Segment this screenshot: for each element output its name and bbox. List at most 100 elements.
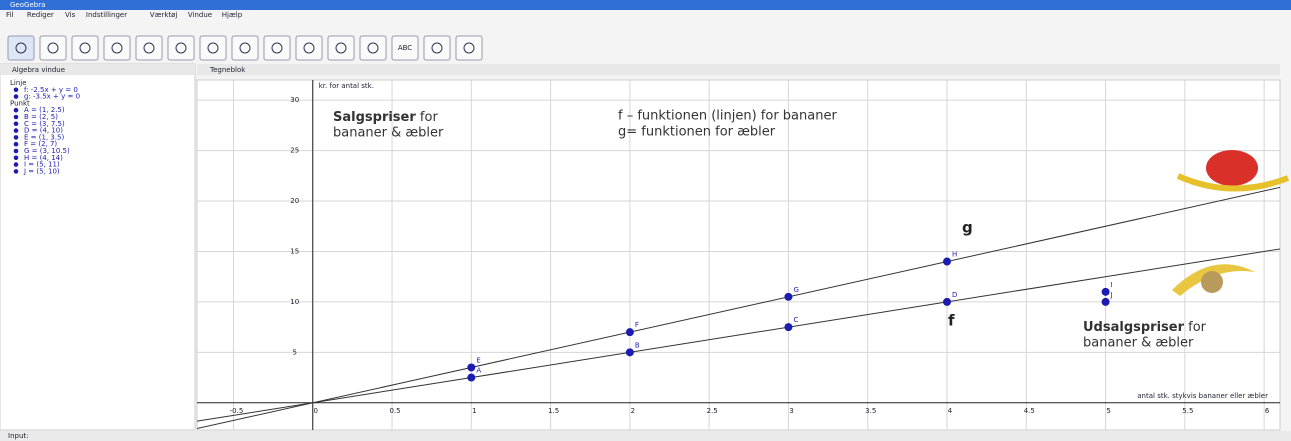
window-title: GeoGebra — [10, 1, 45, 9]
algebra-title: Algebra vindue — [12, 66, 65, 74]
annotation: bananer & æbler — [1083, 336, 1194, 351]
annotation: g= funktionen for æbler — [618, 125, 776, 140]
menu-item[interactable]: Vis — [65, 11, 76, 19]
tool-button[interactable] — [8, 36, 34, 60]
x-tick-label: 5.5 — [1182, 407, 1193, 415]
menu-item[interactable]: Fil — [6, 11, 13, 19]
object-dot[interactable] — [14, 149, 19, 154]
point[interactable] — [467, 363, 475, 371]
tool-button[interactable] — [72, 36, 98, 60]
tool-button[interactable] — [328, 36, 354, 60]
tool-button[interactable] — [40, 36, 66, 60]
tool-label: ABC — [398, 44, 412, 52]
annotation: bananer & æbler — [333, 126, 444, 141]
point[interactable] — [1102, 298, 1110, 306]
y-tick-label: 20 — [290, 197, 299, 205]
point-label: A — [476, 367, 481, 375]
y-tick-label: 25 — [290, 147, 299, 155]
annotation: Salgspriser for — [333, 110, 438, 125]
x-tick-label: 6 — [1265, 407, 1270, 415]
tool-button[interactable] — [296, 36, 322, 60]
input-label: Input: — [8, 432, 28, 440]
title-bar — [0, 0, 1291, 10]
tool-button[interactable] — [424, 36, 450, 60]
input-bar — [0, 431, 1291, 441]
point-label: B — [635, 341, 640, 349]
point-label: J — [1110, 291, 1113, 299]
point-label: I — [1111, 281, 1113, 289]
line-label: f — [948, 312, 955, 330]
line-label: g — [962, 219, 973, 237]
point[interactable] — [467, 374, 475, 382]
object-dot[interactable] — [14, 128, 19, 133]
object-dot[interactable] — [14, 142, 19, 147]
object-dot[interactable] — [14, 156, 19, 161]
point[interactable] — [943, 298, 951, 306]
tool-button[interactable] — [136, 36, 162, 60]
tool-button[interactable] — [232, 36, 258, 60]
menu-item[interactable]: Værktøj — [150, 11, 178, 19]
annotation: Udsalgspriser for — [1083, 320, 1207, 335]
object-dot[interactable] — [14, 122, 19, 127]
graphics-title: Tegneblok — [209, 66, 246, 74]
y-tick-label: 10 — [290, 298, 299, 306]
y-axis-label: kr. for antal stk. — [319, 82, 374, 90]
point[interactable] — [626, 328, 634, 336]
x-tick-label: 3 — [789, 407, 793, 415]
x-tick-label: 2.5 — [707, 407, 718, 415]
point[interactable] — [1102, 288, 1110, 296]
geogebra-window: GeoGebra Fil Rediger Vis Indstillinger Værkt… — [0, 0, 1291, 441]
menu-item[interactable]: Indstillinger — [86, 11, 127, 19]
point[interactable] — [784, 323, 792, 331]
point[interactable] — [943, 258, 951, 266]
graphics-header — [197, 64, 1280, 75]
x-tick-label: 4 — [948, 407, 953, 415]
x-axis-label: antal stk. stykvis bananer eller æbler — [1137, 392, 1268, 400]
apple — [1206, 150, 1258, 186]
tool-button[interactable] — [200, 36, 226, 60]
object-dot[interactable] — [14, 135, 19, 140]
x-tick-label: 5 — [1106, 407, 1110, 415]
x-tick-label: 0 — [314, 407, 318, 415]
menu-item[interactable]: Hjælp — [222, 11, 243, 19]
figure — [1201, 271, 1223, 293]
y-tick-label: 30 — [290, 96, 299, 104]
object-dot[interactable] — [14, 169, 19, 174]
tool-button[interactable] — [264, 36, 290, 60]
object-dot[interactable] — [14, 162, 19, 167]
point-label: D — [952, 291, 957, 299]
point-label: G — [793, 286, 798, 294]
object-dot[interactable] — [14, 94, 19, 99]
y-tick-label: 15 — [290, 247, 299, 255]
x-tick-label: 0.5 — [389, 407, 400, 415]
annotation-bold: Salgspriser — [333, 110, 416, 125]
object-dot[interactable] — [14, 108, 19, 113]
x-tick-label: -0.5 — [230, 407, 244, 415]
annotation-text: for — [1184, 320, 1207, 335]
point-label: C — [793, 316, 798, 324]
x-tick-label: 1.5 — [548, 407, 559, 415]
object-dot[interactable] — [14, 88, 19, 93]
x-tick-label: 4.5 — [1024, 407, 1035, 415]
point-label: H — [952, 251, 957, 259]
tool-button[interactable] — [104, 36, 130, 60]
point[interactable] — [626, 348, 634, 356]
menu-item[interactable]: Rediger — [27, 11, 54, 19]
object-item[interactable]: J = (5, 10) — [23, 167, 60, 175]
object-item[interactable]: g: -3.5x + y = 0 — [24, 93, 80, 101]
x-tick-label: 1 — [472, 407, 476, 415]
object-dot[interactable] — [14, 115, 19, 120]
tool-button[interactable] — [456, 36, 482, 60]
annotation-bold: Udsalgspriser — [1083, 320, 1185, 335]
x-tick-label: 2 — [631, 407, 635, 415]
point[interactable] — [784, 293, 792, 301]
tool-button[interactable] — [360, 36, 386, 60]
tool-button[interactable] — [168, 36, 194, 60]
menu-item[interactable]: Vindue — [188, 11, 212, 19]
menu-bar: Fil Rediger Vis Indstillinger Værktøj Vindue H… — [6, 11, 243, 19]
point-label: F — [635, 321, 639, 329]
y-tick-label: 5 — [293, 348, 297, 356]
toolbar: ABC — [8, 36, 482, 60]
annotation-text: for — [416, 110, 439, 125]
x-tick-label: 3.5 — [865, 407, 876, 415]
